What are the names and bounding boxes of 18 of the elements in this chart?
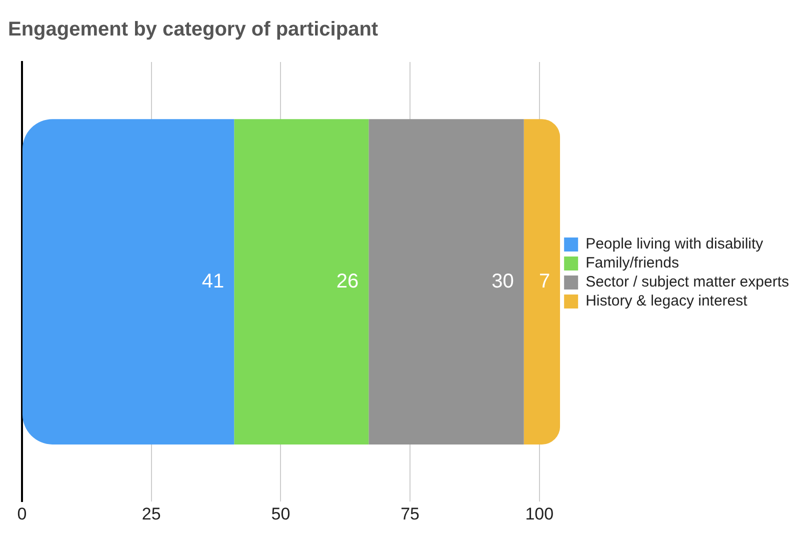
x-tick-label: 100 <box>525 504 554 524</box>
data-label: 30 <box>492 270 514 292</box>
x-tick-label: 0 <box>17 504 27 524</box>
legend-label: People living with disability <box>586 236 764 253</box>
x-tick-label: 75 <box>400 504 420 524</box>
x-tick-label: 25 <box>142 504 161 524</box>
data-label: 7 <box>538 270 550 292</box>
legend-label: Sector / subject matter experts <box>586 274 790 291</box>
legend-label: Family/friends <box>586 254 679 272</box>
x-tick-label: 50 <box>271 504 290 524</box>
data-label: 41 <box>202 270 224 292</box>
bar <box>22 119 234 444</box>
bar <box>368 119 524 444</box>
bar <box>234 119 369 444</box>
chart-title: Engagement by category of participant <box>8 18 378 41</box>
legend-label: History & legacy interest <box>586 292 748 310</box>
data-label: 26 <box>336 270 359 292</box>
bar <box>524 119 560 444</box>
